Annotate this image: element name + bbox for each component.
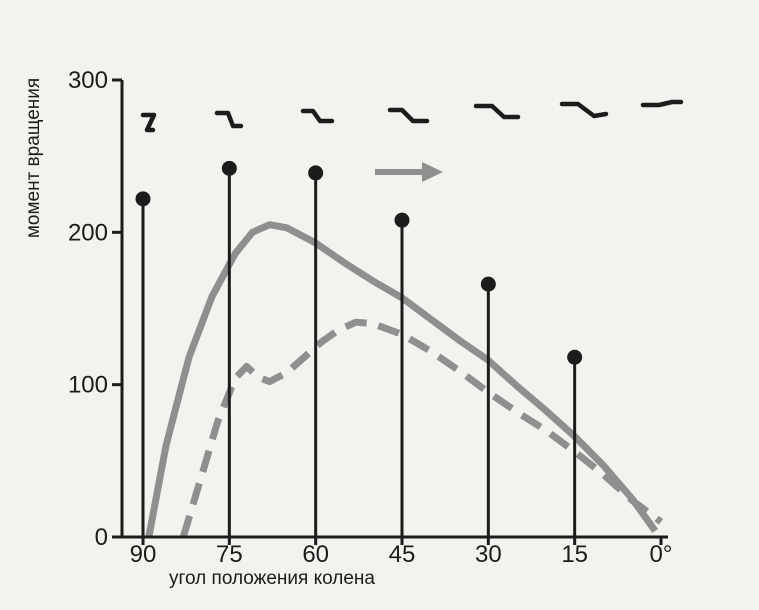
- leg-position-icons: [140, 99, 684, 133]
- y-tick-label: 100: [68, 372, 108, 399]
- stem-dot: [135, 191, 151, 207]
- leg-position-icon: [559, 101, 609, 119]
- x-tick-label: 90: [130, 541, 157, 568]
- arrow-head: [422, 162, 443, 182]
- x-tick-labels: 90 75 60 45 30 15 0°: [130, 541, 673, 568]
- leg-position-icon: [300, 108, 335, 124]
- y-tick-label: 300: [68, 67, 108, 94]
- stem-dot: [567, 349, 583, 365]
- x-tick-label: 60: [302, 541, 329, 568]
- stem-dot: [394, 212, 410, 228]
- x-tick-label: 0°: [650, 541, 673, 568]
- stem-layer: [135, 160, 583, 537]
- y-tick-label: 200: [68, 219, 108, 246]
- x-tick-label: 30: [475, 541, 502, 568]
- stem-dot: [480, 276, 496, 292]
- direction-arrow: [375, 162, 443, 182]
- series-line-dashed: [179, 318, 664, 539]
- x-tick-label: 15: [561, 541, 588, 568]
- y-tick-labels: 0 100 200 300: [68, 67, 108, 551]
- stem-dot: [308, 165, 324, 181]
- axes: [112, 78, 668, 545]
- leg-position-icon: [140, 112, 157, 133]
- series-layer: [145, 221, 664, 539]
- leg-position-icon: [214, 110, 244, 129]
- leg-position-icon: [640, 99, 684, 108]
- x-axis-title: угол положения колена: [169, 568, 375, 589]
- y-tick-label: 0: [95, 524, 108, 551]
- stem-dot: [221, 160, 237, 176]
- leg-position-icon: [387, 107, 430, 124]
- x-tick-label: 75: [216, 541, 243, 568]
- series-line-solid: [145, 221, 659, 538]
- x-tick-label: 45: [389, 541, 416, 568]
- y-axis-title: момент вращения: [23, 78, 44, 238]
- leg-position-icon: [473, 103, 521, 120]
